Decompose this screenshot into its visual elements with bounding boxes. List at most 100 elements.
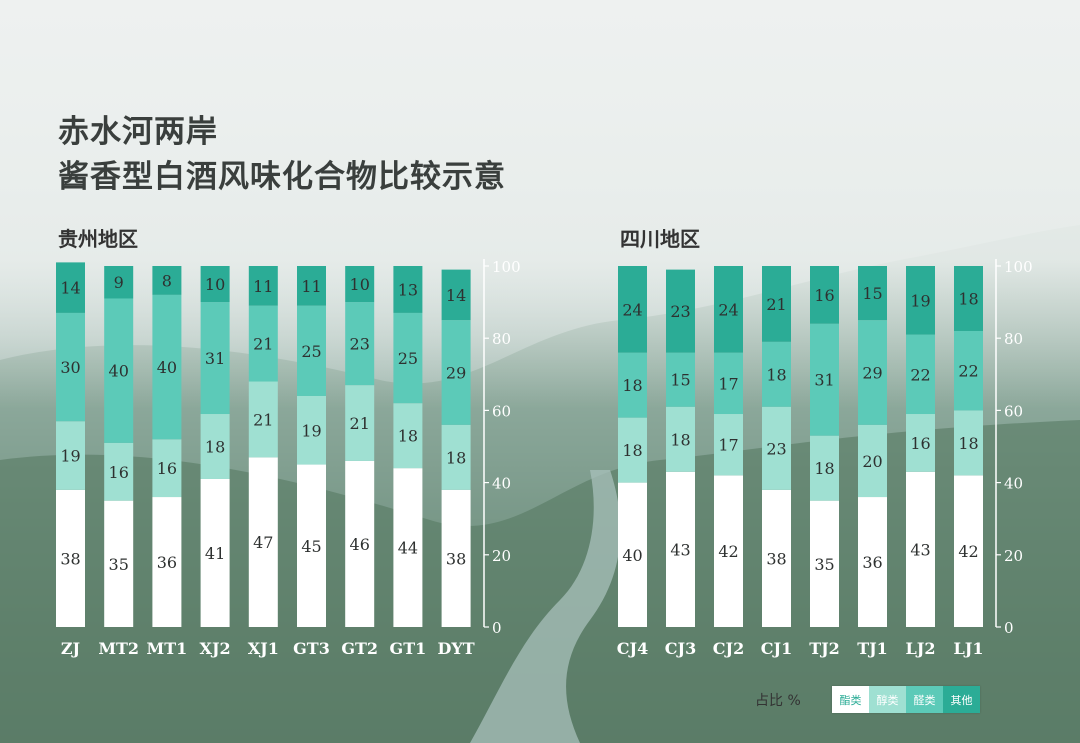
bar-segment-other <box>152 266 182 295</box>
x-tick-label: XJ2 <box>200 639 231 658</box>
data-label: 23 <box>670 302 690 321</box>
data-label: 31 <box>814 371 834 390</box>
data-label: 29 <box>446 363 466 382</box>
data-label: 18 <box>670 430 690 449</box>
x-tick-label: CJ1 <box>761 639 792 658</box>
x-tick-label: LJ2 <box>906 639 936 658</box>
data-label: 36 <box>157 553 177 572</box>
bar-segment-ester <box>56 489 85 627</box>
unit-label: 占比 % <box>755 693 801 709</box>
bar-segment-aldehyde <box>618 352 647 418</box>
y-tick-label: 100 <box>492 258 521 276</box>
bar-segment-other <box>200 266 230 303</box>
y-tick-label: 20 <box>492 547 511 565</box>
bar-segment-aldehyde <box>393 312 423 404</box>
bar-segment-ester <box>714 475 743 627</box>
data-label: 18 <box>814 459 834 478</box>
y-tick-label: 80 <box>492 330 511 348</box>
data-label: 17 <box>718 374 738 393</box>
data-label: 22 <box>958 362 978 381</box>
data-label: 38 <box>60 549 80 568</box>
bar-segment-ester <box>810 500 839 627</box>
bar-segment-other <box>56 262 85 313</box>
bar-segment-ester <box>858 497 887 627</box>
bar-segment-alcohol <box>104 442 134 501</box>
data-label: 23 <box>766 439 786 458</box>
bar-segment-other <box>906 266 935 335</box>
bar-segment-ester <box>200 478 230 627</box>
bar-segment-other <box>810 266 839 324</box>
data-label: 18 <box>398 427 418 446</box>
bar-segment-alcohol <box>714 414 743 476</box>
y-tick-label: 20 <box>1004 547 1023 565</box>
bar-segment-ester <box>762 489 791 627</box>
x-tick-label: CJ3 <box>665 639 696 658</box>
data-label: 21 <box>253 410 273 429</box>
bar-segment-other <box>248 266 278 306</box>
data-label: 20 <box>862 452 882 471</box>
legend: 酯类 醇类 醛类 其他 <box>832 686 980 713</box>
bar-segment-alcohol <box>954 410 983 476</box>
bar-segment-alcohol <box>666 406 695 472</box>
bar-segment-ester <box>618 482 647 627</box>
data-label: 9 <box>114 273 124 292</box>
bar-segment-alcohol <box>858 424 887 498</box>
data-label: 40 <box>622 546 642 565</box>
bar-segment-ester <box>906 471 935 627</box>
data-label: 29 <box>862 363 882 382</box>
bar-segment-ester <box>297 464 326 627</box>
bar-segment-alcohol <box>810 435 839 501</box>
y-tick-label: 80 <box>1004 330 1023 348</box>
data-label: 18 <box>622 376 642 395</box>
bar-segment-aldehyde <box>248 305 278 382</box>
x-tick-label: LJ1 <box>954 639 984 658</box>
data-label: 15 <box>862 284 882 303</box>
bar-segment-alcohol <box>762 406 791 490</box>
data-label: 16 <box>814 286 834 305</box>
x-tick-label: GT3 <box>293 639 330 658</box>
bar-segment-aldehyde <box>954 330 983 411</box>
x-tick-label: TJ1 <box>857 639 888 658</box>
bar-segment-aldehyde <box>762 341 791 407</box>
bar-segment-alcohol <box>345 385 375 461</box>
x-tick-label: CJ2 <box>713 639 744 658</box>
data-label: 43 <box>910 540 930 559</box>
bar-segment-ester <box>152 497 182 627</box>
data-label: 25 <box>398 349 418 368</box>
x-tick-label: TJ2 <box>809 639 840 658</box>
legend-alcohol: 醇类 <box>869 686 906 713</box>
bar-segment-ester <box>104 500 134 627</box>
bar-segment-alcohol <box>906 414 935 472</box>
bar-segment-aldehyde <box>666 352 695 407</box>
x-tick-label: MT2 <box>98 639 139 658</box>
data-label: 19 <box>910 291 930 310</box>
x-tick-label: CJ4 <box>617 639 648 658</box>
data-label: 18 <box>446 448 466 467</box>
bar-segment-ester <box>393 468 423 627</box>
bar-segment-ester <box>954 475 983 627</box>
data-label: 38 <box>766 549 786 568</box>
y-tick-label: 60 <box>492 402 511 420</box>
bar-segment-ester <box>441 489 471 627</box>
data-label: 18 <box>622 441 642 460</box>
data-label: 42 <box>718 542 738 561</box>
bar-segment-ester <box>345 460 375 627</box>
data-label: 36 <box>862 553 882 572</box>
bar-segment-aldehyde <box>810 323 839 436</box>
bar-segment-alcohol <box>152 439 182 498</box>
chart-title: 赤水河两岸 酱香型白酒风味化合物比较示意 <box>58 110 506 200</box>
data-label: 11 <box>301 277 321 296</box>
data-label: 43 <box>670 540 690 559</box>
title-line-2: 酱香型白酒风味化合物比较示意 <box>58 159 506 195</box>
bar-segment-aldehyde <box>104 298 134 443</box>
data-label: 21 <box>766 295 786 314</box>
data-label: 10 <box>205 275 225 294</box>
data-label: 11 <box>253 277 273 296</box>
data-label: 44 <box>398 539 418 558</box>
bar-segment-other <box>345 266 375 303</box>
bar-segment-aldehyde <box>200 302 230 415</box>
bar-segment-aldehyde <box>714 352 743 415</box>
data-label: 8 <box>162 271 172 290</box>
bar-segment-other <box>858 266 887 321</box>
bar-segment-aldehyde <box>345 302 375 386</box>
